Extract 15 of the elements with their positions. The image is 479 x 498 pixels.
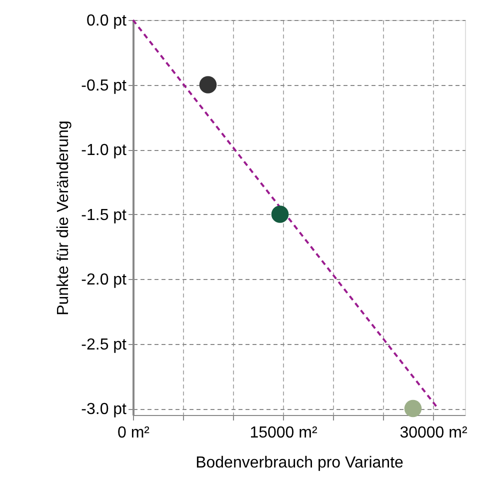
y-tick-label: -1.0 pt [81, 142, 128, 160]
y-axis-title: Punkte für die Veränderung [55, 120, 72, 316]
y-tick-label: -2.5 pt [81, 336, 128, 354]
y-tick-label: 0.0 pt [86, 12, 128, 30]
x-axis-title: Bodenverbrauch pro Variante [196, 454, 404, 472]
x-tick-label: 0 m² [118, 424, 150, 442]
y-tick-label: -2.0 pt [81, 272, 128, 289]
y-tick-label: -1.5 pt [81, 206, 128, 224]
y-tick-label: -0.5 pt [81, 77, 128, 94]
point [404, 400, 422, 418]
point [199, 76, 217, 94]
point [271, 206, 289, 223]
x-tick-label: 15000 m² [250, 424, 318, 442]
x-tick-label: 30000 m² [400, 424, 468, 442]
y-tick-label: -3.0 pt [81, 401, 128, 418]
